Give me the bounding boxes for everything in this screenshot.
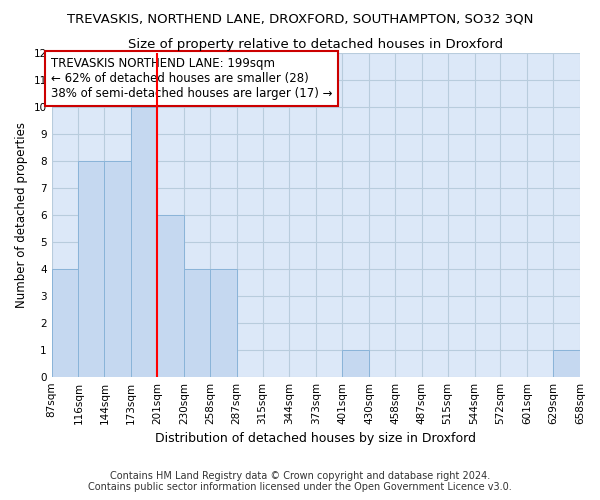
Text: Contains HM Land Registry data © Crown copyright and database right 2024.
Contai: Contains HM Land Registry data © Crown c…	[88, 471, 512, 492]
Bar	[131, 107, 157, 376]
Text: TREVASKIS NORTHEND LANE: 199sqm
← 62% of detached houses are smaller (28)
38% of: TREVASKIS NORTHEND LANE: 199sqm ← 62% of…	[51, 57, 332, 100]
Bar	[52, 269, 79, 376]
Title: Size of property relative to detached houses in Droxford: Size of property relative to detached ho…	[128, 38, 503, 51]
Bar	[79, 161, 104, 376]
Y-axis label: Number of detached properties: Number of detached properties	[15, 122, 28, 308]
Bar	[104, 161, 131, 376]
Text: TREVASKIS, NORTHEND LANE, DROXFORD, SOUTHAMPTON, SO32 3QN: TREVASKIS, NORTHEND LANE, DROXFORD, SOUT…	[67, 12, 533, 26]
Bar	[342, 350, 369, 376]
Bar	[210, 269, 237, 376]
Bar	[157, 215, 184, 376]
Bar	[184, 269, 210, 376]
X-axis label: Distribution of detached houses by size in Droxford: Distribution of detached houses by size …	[155, 432, 476, 445]
Bar	[553, 350, 580, 376]
